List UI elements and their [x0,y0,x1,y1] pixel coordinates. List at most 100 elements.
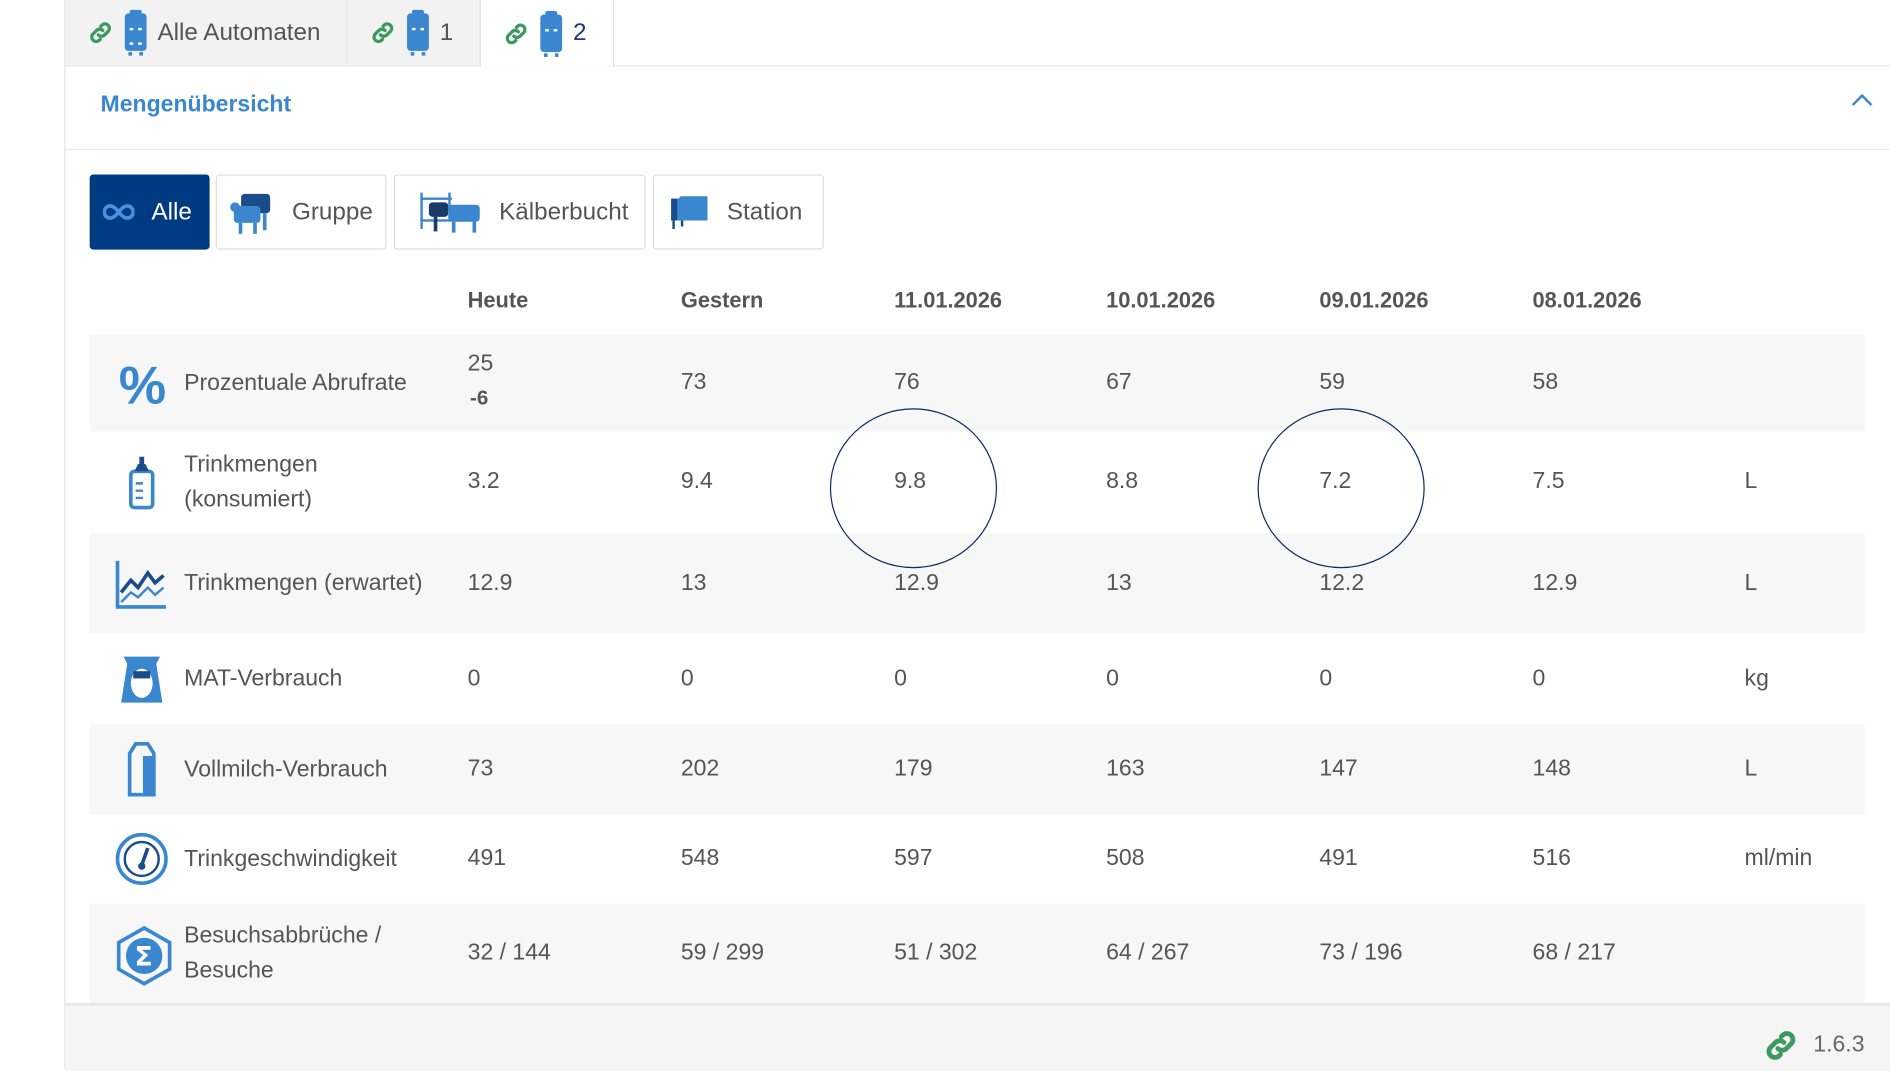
value-cell: 25 [467,351,494,377]
value-cell: 148 [1532,755,1571,782]
column-header: 10.01.2026 [1106,288,1216,313]
value-cell: 32 / 144 [467,940,551,966]
delta-value: -6 [470,386,489,410]
tab-automat-1[interactable]: 1 [347,0,481,66]
milk-carton-icon [114,741,170,797]
row-label: Trinkmengen (konsumiert) [184,451,318,513]
row-label: MAT-Verbrauch [184,666,343,692]
chevron-up-icon[interactable] [1851,93,1873,115]
station-icon [671,196,708,229]
filter-gruppe-button[interactable]: Gruppe [215,174,387,250]
link-icon [1766,1031,1795,1060]
table-row: Vollmilch-Verbrauch 73 202 179 163 147 148 L [89,724,1865,815]
row-label: Trinkmengen (erwartet) [184,570,423,597]
value-cell: 51 / 302 [894,940,978,966]
bottle-icon [114,454,170,510]
value-cell: 13 [1106,570,1132,596]
divider [65,149,1890,151]
tab-label: 1 [439,18,454,46]
percent-icon: % [114,355,170,415]
value-cell: 12.9 [1532,570,1578,596]
value-cell: 163 [1106,755,1145,782]
feeder-machine-icon [407,9,429,56]
speedometer-icon [114,831,170,887]
quantity-overview-panel: Alle Automaten 1 2 Mengenübersicht Alle … [64,0,1890,1071]
tab-label: 2 [573,19,587,47]
filter-label: Gruppe [291,198,373,225]
unit-label: L [1744,570,1758,596]
filter-label: Station [726,198,803,225]
value-cell: 64 / 267 [1106,940,1190,966]
value-cell: 202 [680,755,720,782]
value-cell: 7.5 [1532,468,1565,495]
value-cell: 73 [467,755,494,782]
value-cell: 0 [1319,665,1333,692]
value-cell: 12.9 [467,570,513,596]
unit-label: ml/min [1744,845,1813,872]
value-cell: 8.8 [1106,468,1139,495]
row-label: Besuchsabbrüche / Besuche [184,923,382,984]
value-cell: 68 / 217 [1532,940,1616,966]
annotation-circle [1257,408,1425,569]
column-header: 11.01.2026 [894,288,1003,313]
table-row: % Prozentuale Abrufrate 25 73 76 67 59 58 -6 [89,334,1865,432]
value-cell: 73 [680,369,707,395]
filter-label: Alle [151,198,192,225]
unit-label: L [1744,755,1758,782]
filter-station-button[interactable]: Station [652,174,824,250]
milk-powder-bag-icon [114,651,170,707]
cow-group-icon [230,193,271,234]
value-cell: 9.4 [680,468,713,495]
value-cell: 58 [1532,369,1559,395]
column-header: 09.01.2026 [1319,288,1429,313]
value-cell: 516 [1532,845,1571,872]
tab-automat-2[interactable]: 2 [480,0,615,67]
footer: 1.6.3 [65,1003,1890,1071]
value-cell: 491 [1319,845,1358,872]
value-cell: 59 [1319,369,1345,395]
table-row: Trinkgeschwindigkeit 491 548 597 508 491 516 ml… [90,814,1865,904]
feeder-machine-icon [540,10,563,57]
value-cell: 0 [467,665,481,692]
value-cell: 13 [680,570,707,596]
value-cell: 147 [1319,755,1358,782]
row-label: Trinkgeschwindigkeit [184,846,397,872]
value-cell: 548 [680,845,720,872]
column-header: Gestern [680,288,764,313]
sigma-icon: Σ [114,925,172,986]
tab-label: Alle Automaten [157,18,321,46]
value-cell: 73 / 196 [1319,940,1403,966]
infinity-icon [102,204,135,220]
section-title[interactable]: Mengenübersicht [100,92,292,118]
svg-text:%: % [119,356,166,410]
table-row: Σ Besuchsabbrüche / Besuche 32 / 144 59 / 2… [89,903,1865,1004]
tab-alle-automaten[interactable]: Alle Automaten [65,0,348,66]
svg-text:Σ: Σ [134,942,152,973]
filter-label: Kälberbucht [499,198,629,225]
row-label: Prozentuale Abrufrate [184,370,407,396]
value-cell: 179 [894,755,933,782]
unit-label: kg [1744,665,1769,692]
feeder-machine-icon [124,9,147,56]
value-cell: 12.9 [894,570,939,596]
value-cell: 67 [1106,369,1132,395]
chart-line-icon [114,555,170,611]
value-cell: 3.2 [467,468,500,495]
version-label: 1.6.3 [1813,1032,1865,1058]
value-cell: 0 [680,665,694,692]
link-icon [505,22,527,44]
value-cell: 0 [1532,665,1546,692]
column-header: 08.01.2026 [1532,288,1642,313]
row-label: Vollmilch-Verbrauch [184,756,388,783]
value-cell: 597 [894,845,933,872]
table-row: MAT-Verbrauch 0 0 0 0 0 0 kg [90,634,1865,725]
value-cell: 76 [894,369,920,395]
calf-pen-icon [420,192,480,233]
value-cell: 491 [467,845,507,872]
table-row: Trinkmengen (erwartet) 12.9 13 12.9 13 12.2 12… [89,533,1865,634]
unit-label: L [1744,468,1758,495]
filter-alle-button[interactable]: Alle [89,174,210,250]
filter-kaelberbucht-button[interactable]: Kälberbucht [393,174,646,250]
machine-tabs: Alle Automaten 1 2 [65,0,1890,67]
value-cell: 508 [1106,845,1145,872]
